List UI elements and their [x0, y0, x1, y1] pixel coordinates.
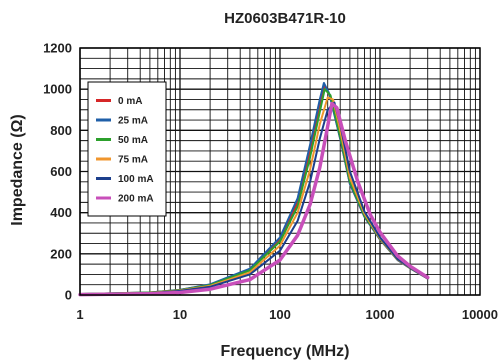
y-tick-labels: 0 200 400 600 800 1000 1200 — [43, 41, 72, 303]
legend-entry: 75 mA — [118, 155, 148, 166]
x-axis-label: Frequency (MHz) — [221, 343, 350, 360]
x-tick-label: 100 — [269, 307, 291, 322]
legend-entry: 25 mA — [118, 116, 148, 127]
x-tick-label: 1000 — [366, 307, 395, 322]
y-tick-label: 800 — [50, 123, 72, 138]
y-axis-label: Impedance (Ω) — [9, 114, 26, 226]
legend: 0 mA 25 mA 50 mA 75 mA 100 mA 200 mA — [87, 81, 167, 217]
legend-entry: 50 mA — [118, 135, 148, 146]
y-tick-label: 400 — [50, 205, 72, 220]
y-tick-label: 1000 — [43, 82, 72, 97]
x-tick-label: 10000 — [462, 307, 498, 322]
x-tick-label: 1 — [76, 307, 83, 322]
y-tick-label: 200 — [50, 246, 72, 261]
legend-box — [87, 81, 167, 217]
chart-title: HZ0603B471R-10 — [224, 10, 346, 27]
y-tick-label: 600 — [50, 164, 72, 179]
x-tick-labels: 1 10 100 1000 10000 — [76, 307, 498, 322]
legend-entry: 200 mA — [118, 194, 154, 205]
series-line — [79, 101, 429, 296]
series-line — [78, 101, 430, 297]
series-group — [78, 82, 430, 297]
y-tick-label: 0 — [65, 288, 72, 303]
y-tick-label: 1200 — [43, 41, 72, 56]
x-tick-label: 10 — [173, 307, 187, 322]
legend-entry: 100 mA — [118, 174, 154, 185]
legend-entry: 0 mA — [118, 96, 142, 107]
plot-frame — [79, 47, 481, 296]
